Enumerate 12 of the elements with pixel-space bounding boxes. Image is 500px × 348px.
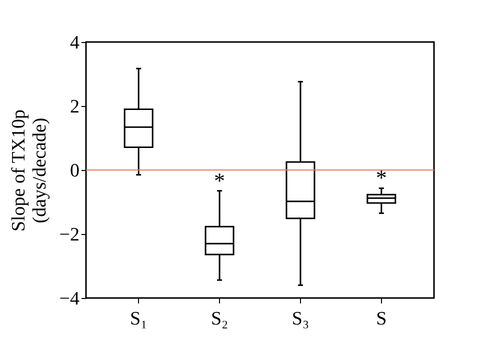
y-tick-label: 4	[70, 32, 80, 54]
x-tick-label: S₃	[292, 308, 310, 330]
y-axis-title: Slope of TX10p (days/decade)	[8, 109, 50, 232]
y-tick-label: 2	[70, 96, 80, 118]
y-tick-label: 0	[70, 160, 80, 182]
y-tick-label: −4	[59, 288, 80, 310]
x-tick-label: S₁	[130, 308, 148, 330]
annotation: *	[214, 168, 226, 193]
y-tick-label: −2	[59, 224, 80, 246]
x-tick-label: S₂	[210, 308, 228, 330]
x-tick-label: S	[376, 308, 387, 330]
annotation: *	[376, 165, 387, 190]
